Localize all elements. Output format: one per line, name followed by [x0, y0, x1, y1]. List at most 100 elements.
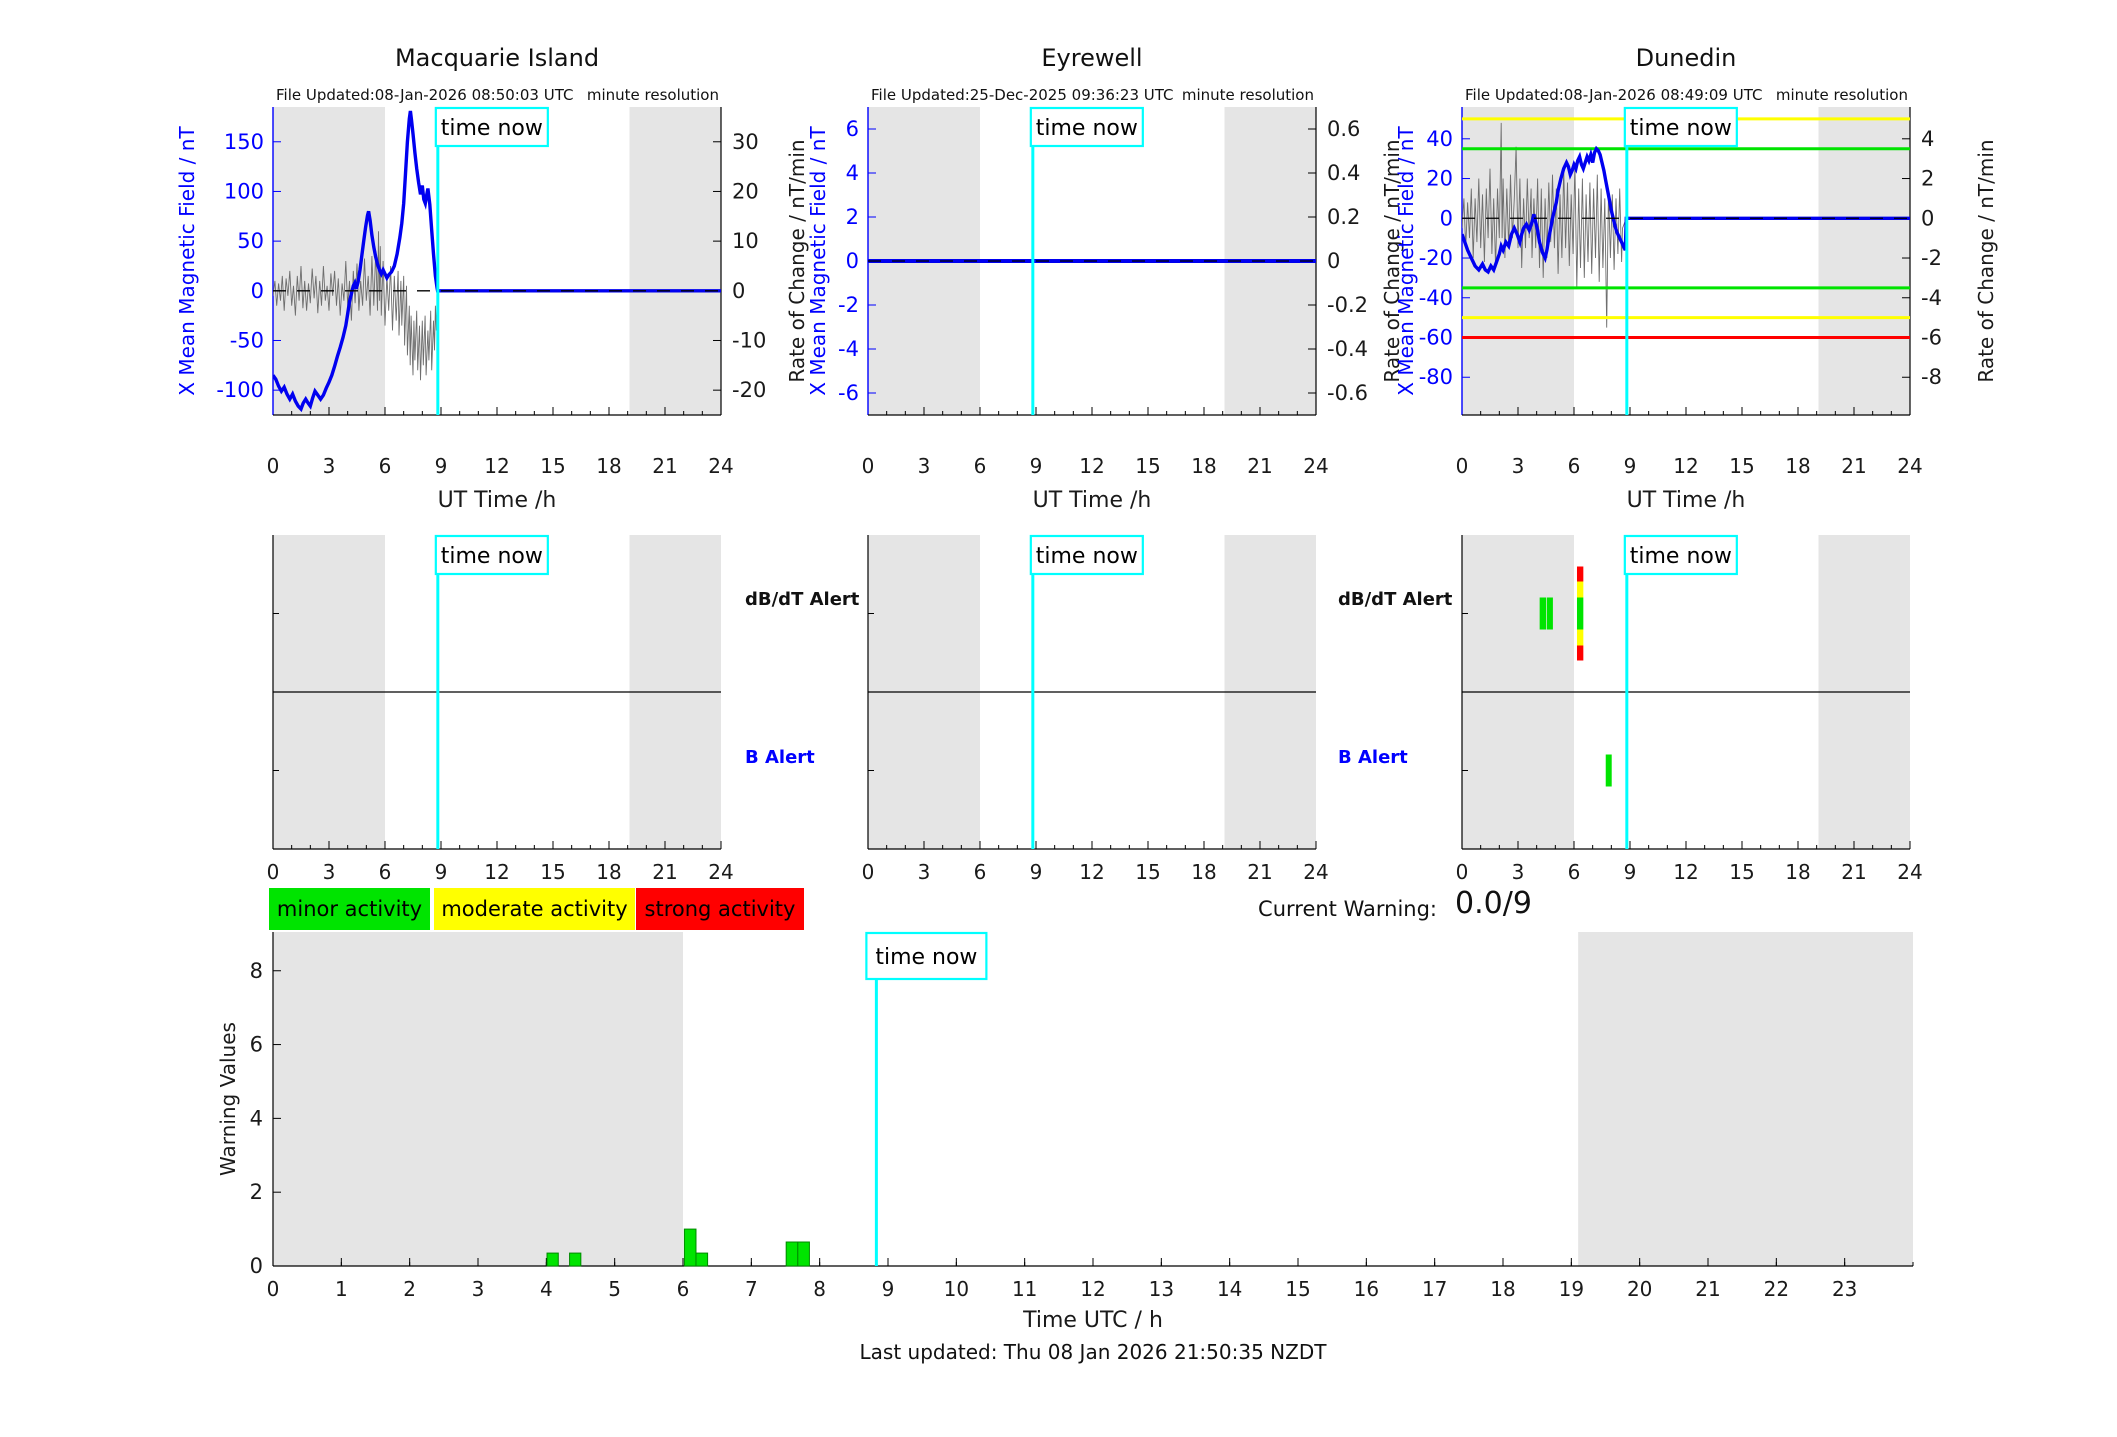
chart-alert-macquarie: 0 3 6 9 12 15 18 21 24 time now — [267, 534, 734, 884]
x-tick-label: 16 — [1354, 1277, 1379, 1301]
y-tick-label: 8 — [250, 959, 263, 983]
x-tick-label: 3 — [1512, 454, 1525, 478]
night-band — [273, 932, 683, 1266]
x-tick-label: 6 — [1568, 860, 1581, 884]
time-now-box — [1623, 534, 1738, 576]
y-tick-label-right: -6 — [1921, 326, 1942, 350]
time-now-label: time now — [1630, 544, 1732, 569]
dbdt-alert-label-1: dB/dT Alert — [745, 589, 860, 610]
y-tick-label-left: 50 — [237, 229, 264, 253]
x-tick-label: 15 — [1729, 454, 1754, 478]
y-tick-label-right: -4 — [1921, 286, 1942, 310]
x-tick-label: 9 — [1624, 860, 1637, 884]
x-tick-label: 11 — [1012, 1277, 1037, 1301]
file-updated-macquarie: File Updated:08-Jan-2026 08:50:03 UTC — [276, 86, 574, 104]
y-tick-label-left: 0 — [251, 279, 264, 303]
y-tick-label-right: 30 — [732, 130, 759, 154]
y-tick-label-right: -10 — [732, 328, 766, 352]
x-tick-label: 3 — [472, 1277, 485, 1301]
legend-moderate-activity: moderate activity — [434, 888, 635, 930]
x-tick-label: 14 — [1217, 1277, 1242, 1301]
y-tick-label-left: -80 — [1419, 365, 1453, 389]
x-tick-label: 3 — [323, 860, 336, 884]
x-tick-label: 18 — [1191, 454, 1216, 478]
alert-bar-segment — [1576, 581, 1584, 598]
x-tick-label: 24 — [708, 860, 733, 884]
alert-bar-segment — [1576, 629, 1584, 646]
y-tick-label-right: -8 — [1921, 365, 1942, 389]
xaxis-title-eyrewell: UT Time /h — [1032, 488, 1152, 513]
x-tick-label: 22 — [1764, 1277, 1789, 1301]
ylabel-left-dunedin: X Mean Magnetic Field / nT — [1394, 126, 1418, 396]
night-band — [273, 107, 385, 415]
x-tick-label: 1 — [335, 1277, 348, 1301]
warning-bar — [569, 1252, 582, 1267]
warning-bar — [695, 1252, 709, 1267]
station-title-dunedin: Dunedin — [1635, 44, 1737, 72]
y-tick-label-left: -2 — [838, 293, 859, 317]
time-now-label: time now — [1036, 116, 1138, 141]
chart-top-dunedin: 0 3 6 9 12 15 18 21 2440200-20-40-60-80420-2-4-6… — [1419, 106, 1942, 478]
y-tick-label-right: 2 — [1921, 167, 1934, 191]
night-band — [629, 107, 721, 415]
y-tick-label-right: 0.4 — [1327, 161, 1360, 185]
x-tick-label: 12 — [1079, 860, 1104, 884]
warning-bar — [797, 1241, 810, 1267]
x-tick-label: 8 — [813, 1277, 826, 1301]
x-tick-label: 19 — [1559, 1277, 1584, 1301]
x-tick-label: 20 — [1627, 1277, 1652, 1301]
x-tick-label: 6 — [974, 860, 987, 884]
y-tick-label-left: -50 — [230, 328, 264, 352]
x-axis-ticks — [867, 841, 1317, 849]
y-tick-label-right: 0 — [1921, 206, 1934, 230]
legend-minor-activity: minor activity — [269, 888, 430, 930]
x-tick-label: 6 — [379, 454, 392, 478]
y-tick-label-right: 0 — [1327, 249, 1340, 273]
x-tick-label: 3 — [1512, 860, 1525, 884]
y-tick-label-right: -0.4 — [1327, 337, 1368, 361]
x-tick-label: 12 — [1673, 860, 1698, 884]
x-tick-label: 24 — [1303, 860, 1328, 884]
y-tick-label-right: -0.6 — [1327, 381, 1368, 405]
x-mean-field-line — [273, 110, 721, 413]
alert-bar-segment — [1576, 597, 1584, 630]
b-alert-label-1: B Alert — [745, 747, 815, 768]
last-updated-text: Last updated: Thu 08 Jan 2026 21:50:35 N… — [859, 1340, 1327, 1364]
y-tick-label-left: -4 — [838, 337, 859, 361]
y-tick-label-left: 40 — [1426, 127, 1453, 151]
x-tick-label: 2 — [403, 1277, 416, 1301]
y-tick-label-left: 6 — [846, 117, 859, 141]
resolution-note-macquarie: minute resolution — [586, 86, 719, 104]
x-tick-label: 17 — [1422, 1277, 1447, 1301]
y-tick-label: 6 — [250, 1033, 263, 1057]
file-updated-dunedin: File Updated:08-Jan-2026 08:49:09 UTC — [1465, 86, 1763, 104]
x-tick-label: 18 — [1785, 860, 1810, 884]
warning-bar — [683, 1228, 697, 1267]
current-warning-value: 0.0/9 — [1455, 886, 1532, 921]
y-tick-label-left: -60 — [1419, 326, 1453, 350]
x-tick-label: 3 — [323, 454, 336, 478]
y-tick-label-left: 150 — [224, 130, 264, 154]
x-tick-label: 6 — [974, 454, 987, 478]
y-tick-label: 0 — [250, 1254, 263, 1278]
x-tick-label: 15 — [1729, 860, 1754, 884]
x-tick-label: 21 — [652, 454, 677, 478]
x-tick-label: 21 — [1247, 860, 1272, 884]
x-tick-label: 0 — [1456, 454, 1469, 478]
y-tick-label-left: 4 — [846, 161, 859, 185]
time-now-box — [434, 534, 549, 576]
y-tick-label-left: 0 — [846, 249, 859, 273]
x-tick-label: 21 — [1247, 454, 1272, 478]
x-tick-label: 15 — [1135, 454, 1160, 478]
alert-bar-segment — [1576, 566, 1584, 582]
y-tick-label: 2 — [250, 1180, 263, 1204]
time-now-label: time now — [441, 544, 543, 569]
dbdt-alert-label-2: dB/dT Alert — [1338, 589, 1453, 610]
y-tick-label-right: -20 — [732, 378, 766, 402]
x-tick-label: 18 — [596, 454, 621, 478]
x-tick-label: 24 — [1303, 454, 1328, 478]
y-tick-label-right: 10 — [732, 229, 759, 253]
ylabel-left-eyrewell: X Mean Magnetic Field / nT — [806, 126, 830, 396]
